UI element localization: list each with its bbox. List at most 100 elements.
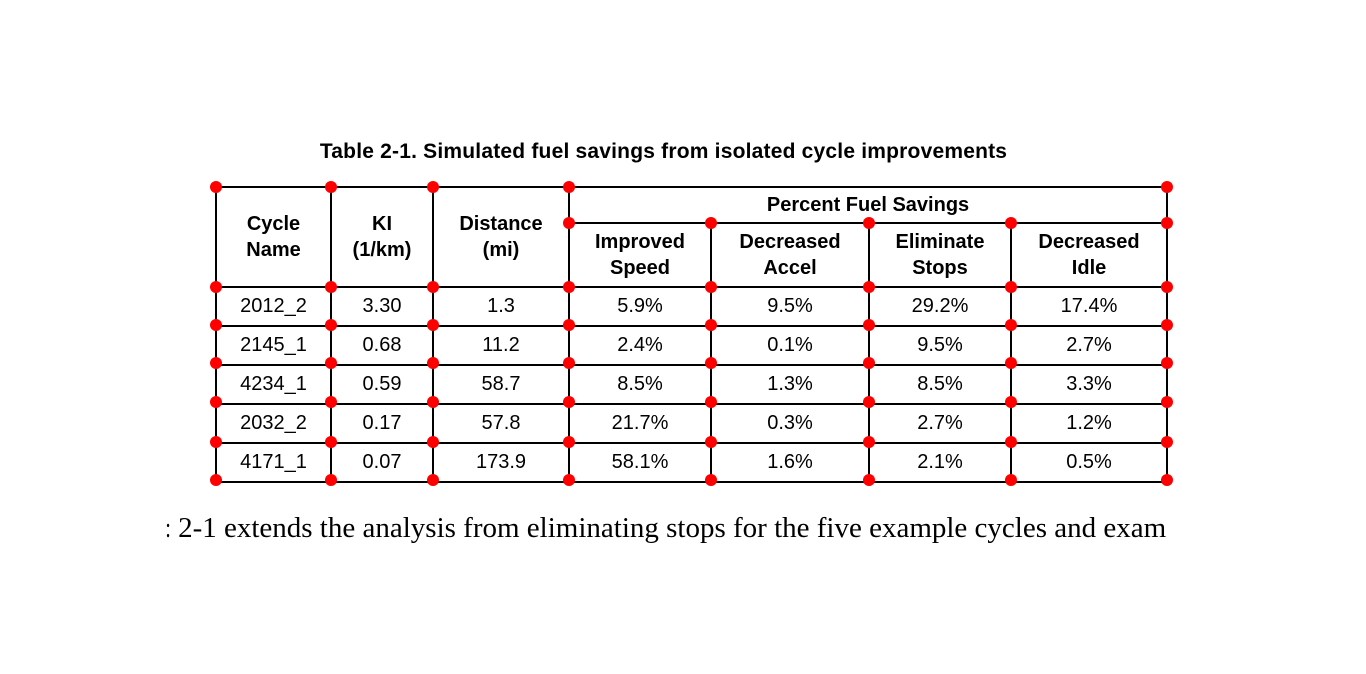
table-row: 2145_1 0.68 11.2 2.4% 0.1% 9.5% 2.7% (215, 325, 1169, 366)
table-row: 2032_2 0.17 57.8 21.7% 0.3% 2.7% 1.2% (215, 403, 1169, 444)
grid-intersection-dot (325, 281, 337, 293)
grid-intersection-dot (1161, 281, 1173, 293)
grid-intersection-dot (705, 436, 717, 448)
grid-intersection-dot (325, 319, 337, 331)
grid-intersection-dot (427, 281, 439, 293)
table-row: 4234_1 0.59 58.7 8.5% 1.3% 8.5% 3.3% (215, 364, 1169, 405)
cell-ki: 0.68 (330, 325, 434, 366)
grid-intersection-dot (427, 181, 439, 193)
cell-improved-speed: 21.7% (568, 403, 712, 444)
grid-intersection-dot (705, 281, 717, 293)
grid-intersection-dot (210, 357, 222, 369)
grid-intersection-dot (705, 357, 717, 369)
cell-decreased-idle: 3.3% (1009, 364, 1169, 405)
cell-improved-speed: 2.4% (568, 325, 712, 366)
cell-improved-speed: 5.9% (568, 286, 712, 327)
grid-intersection-dot (427, 436, 439, 448)
col-header-distance: Distance (mi) (432, 186, 570, 288)
grid-intersection-dot (427, 319, 439, 331)
grid-intersection-dot (705, 319, 717, 331)
header-row-sub: Improved Speed Decreased Accel Eliminate… (216, 222, 1169, 288)
cell-distance: 1.3 (432, 286, 570, 327)
grid-intersection-dot (325, 396, 337, 408)
grid-intersection-dot (705, 217, 717, 229)
body-text: 2-1 extends the analysis from eliminatin… (178, 512, 1167, 544)
cell-eliminate-stops: 2.7% (868, 403, 1012, 444)
grid-intersection-dot (863, 436, 875, 448)
cell-cycle-name: 4234_1 (215, 364, 332, 405)
grid-intersection-dot (325, 181, 337, 193)
grid-intersection-dot (863, 474, 875, 486)
grid-intersection-dot (210, 436, 222, 448)
grid-intersection-dot (427, 474, 439, 486)
cell-improved-speed: 8.5% (568, 364, 712, 405)
cell-decreased-accel: 9.5% (710, 286, 870, 327)
grid-intersection-dot (1005, 357, 1017, 369)
grid-intersection-dot (427, 396, 439, 408)
grid-intersection-dot (1161, 396, 1173, 408)
grid-intersection-dot (1161, 217, 1173, 229)
grid-intersection-dot (563, 281, 575, 293)
grid-intersection-dot (210, 396, 222, 408)
cell-distance: 173.9 (432, 442, 570, 483)
cell-decreased-accel: 0.3% (710, 403, 870, 444)
grid-intersection-dot (325, 357, 337, 369)
grid-intersection-dot (863, 281, 875, 293)
grid-intersection-dot (1005, 319, 1017, 331)
cell-cycle-name: 4171_1 (215, 442, 332, 483)
grid-intersection-dot (863, 217, 875, 229)
col-header-ki: KI (1/km) (330, 186, 434, 288)
grid-intersection-dot (1005, 474, 1017, 486)
cell-cycle-name: 2012_2 (215, 286, 332, 327)
col-header-eliminate-stops: Eliminate Stops (868, 222, 1012, 288)
grid-intersection-dot (210, 181, 222, 193)
table-caption: Table 2-1. Simulated fuel savings from i… (319, 140, 1008, 163)
table-row: 2012_2 3.30 1.3 5.9% 9.5% 29.2% 17.4% (215, 286, 1169, 327)
cell-decreased-idle: 0.5% (1009, 442, 1169, 483)
cell-eliminate-stops: 9.5% (868, 325, 1012, 366)
grid-intersection-dot (210, 474, 222, 486)
cell-decreased-idle: 1.2% (1009, 403, 1169, 444)
grid-intersection-dot (563, 181, 575, 193)
grid-intersection-dot (1161, 319, 1173, 331)
grid-intersection-dot (325, 474, 337, 486)
grid-intersection-dot (1161, 474, 1173, 486)
cell-decreased-accel: 1.6% (710, 442, 870, 483)
grid-intersection-dot (563, 474, 575, 486)
cell-distance: 11.2 (432, 325, 570, 366)
cell-decreased-idle: 17.4% (1009, 286, 1169, 327)
grid-intersection-dot (1005, 436, 1017, 448)
grid-intersection-dot (563, 357, 575, 369)
grid-intersection-dot (1161, 181, 1173, 193)
col-header-improved-speed: Improved Speed (568, 222, 712, 288)
grid-intersection-dot (563, 396, 575, 408)
cell-decreased-accel: 1.3% (710, 364, 870, 405)
grid-intersection-dot (427, 357, 439, 369)
cell-decreased-accel: 0.1% (710, 325, 870, 366)
grid-intersection-dot (563, 217, 575, 229)
cell-eliminate-stops: 29.2% (868, 286, 1012, 327)
col-header-decreased-idle: Decreased Idle (1009, 222, 1169, 288)
cell-ki: 3.30 (330, 286, 434, 327)
fuel-savings-table: Cycle Name KI (1/km) Distance (mi) Perce… (215, 186, 1169, 483)
cell-decreased-idle: 2.7% (1009, 325, 1169, 366)
grid-intersection-dot (1005, 281, 1017, 293)
grid-intersection-dot (210, 281, 222, 293)
col-header-decreased-accel: Decreased Accel (710, 222, 870, 288)
grid-intersection-dot (563, 319, 575, 331)
cell-eliminate-stops: 8.5% (868, 364, 1012, 405)
grid-intersection-dot (325, 436, 337, 448)
cell-ki: 0.07 (330, 442, 434, 483)
table-row: 4171_1 0.07 173.9 58.1% 1.6% 2.1% 0.5% (215, 442, 1169, 483)
grid-intersection-dot (863, 357, 875, 369)
grid-intersection-dot (1161, 357, 1173, 369)
cell-ki: 0.59 (330, 364, 434, 405)
body-text-line: :2-1 extends the analysis from eliminati… (164, 512, 1166, 545)
cell-ki: 0.17 (330, 403, 434, 444)
col-header-cycle-name: Cycle Name (215, 186, 332, 288)
cell-eliminate-stops: 2.1% (868, 442, 1012, 483)
grid-intersection-dot (1005, 217, 1017, 229)
grid-intersection-dot (705, 474, 717, 486)
grid-intersection-dot (705, 396, 717, 408)
